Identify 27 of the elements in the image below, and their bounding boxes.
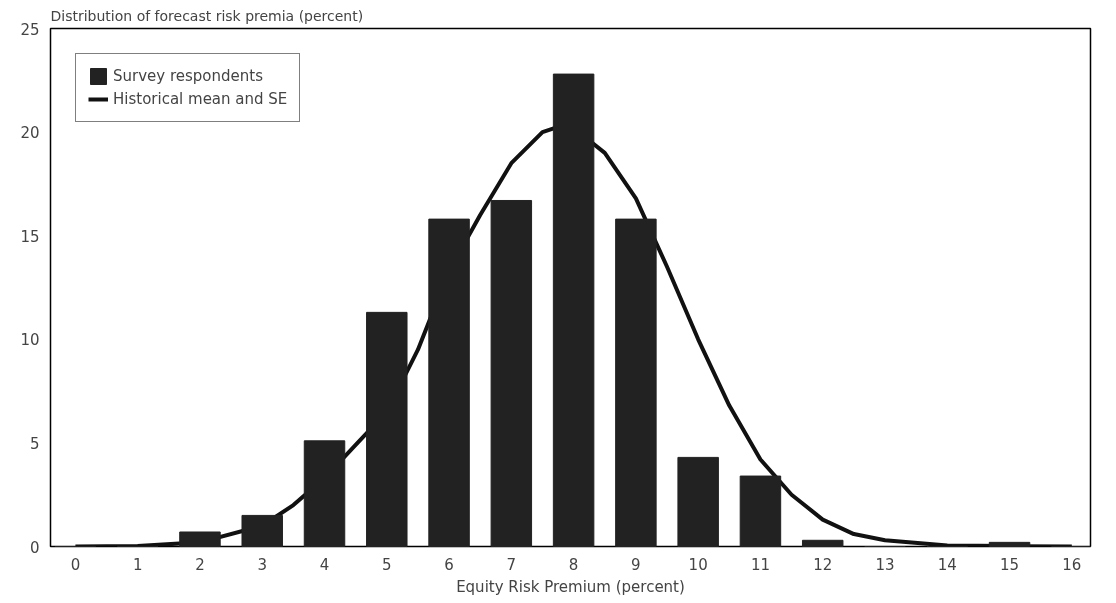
x-tick-label: 16 <box>1062 555 1082 574</box>
legend-label: Historical mean and SE <box>113 90 288 108</box>
y-tick-label: 10 <box>20 331 40 350</box>
x-tick-label: 14 <box>937 555 957 574</box>
y-tick-label: 0 <box>29 538 40 557</box>
y-tick-label: 15 <box>20 227 40 246</box>
y-tick-label: 25 <box>20 20 40 39</box>
y-tick-label: 5 <box>29 434 40 453</box>
y-tick-label: 20 <box>20 124 40 143</box>
x-axis-title: Equity Risk Premium (percent) <box>456 577 685 596</box>
x-tick-label: 3 <box>257 555 268 574</box>
x-tick-label: 9 <box>631 555 641 574</box>
x-tick-label: 4 <box>319 555 330 574</box>
x-tick-label: 13 <box>875 555 895 574</box>
x-tick-label: 11 <box>750 555 770 574</box>
x-tick-label: 7 <box>506 555 517 574</box>
x-tick-label: 15 <box>1000 555 1020 574</box>
x-tick-label: 10 <box>688 555 708 574</box>
x-tick-label: 5 <box>382 555 392 574</box>
x-tick-label: 6 <box>444 555 454 574</box>
legend-label: Survey respondents <box>113 67 263 85</box>
x-tick-label: 12 <box>813 555 833 574</box>
x-tick-label: 0 <box>70 555 81 574</box>
x-tick-label: 1 <box>132 555 143 574</box>
chart-title: Distribution of forecast risk premia (percent) <box>50 7 364 24</box>
x-tick-label: 8 <box>568 555 579 574</box>
x-tick-label: 2 <box>195 555 205 574</box>
